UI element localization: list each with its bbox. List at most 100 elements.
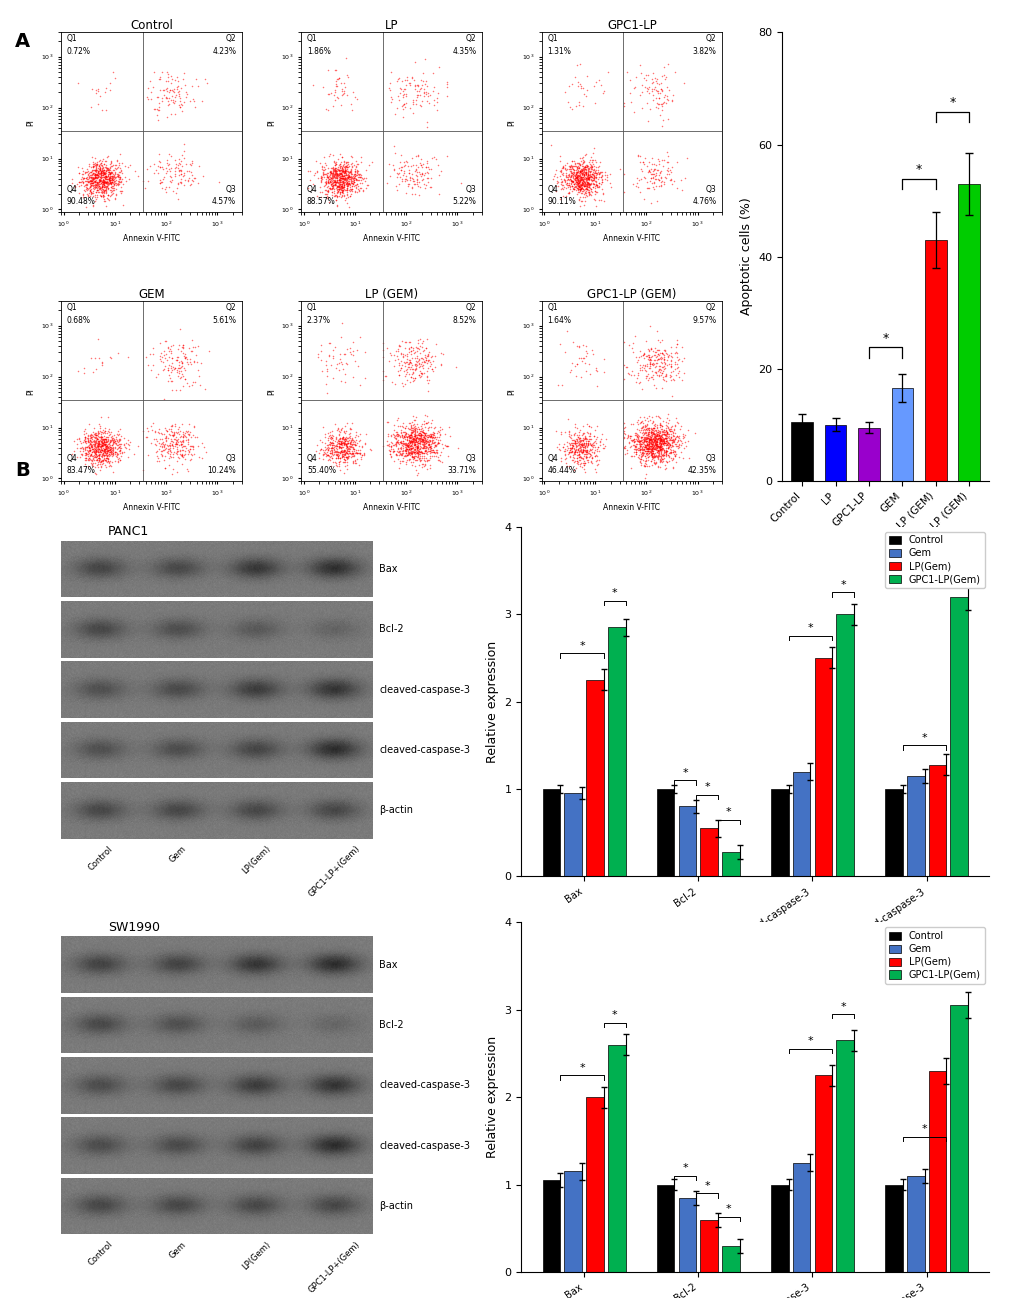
Point [91,439,107,459]
Point [102,169,118,190]
Point [170,448,186,469]
Point [163,145,179,166]
Point [426,424,442,445]
Point [619,427,635,448]
Point [77,437,94,458]
Point [545,169,561,190]
Point [415,435,431,456]
Point [105,431,121,452]
Point [567,164,583,184]
Point [401,352,418,373]
Point [91,432,107,453]
Point [404,447,420,467]
Point [633,443,649,463]
Point [646,426,662,447]
Point [91,170,107,191]
Point [594,166,610,187]
Point [569,158,585,179]
Point [169,436,185,457]
Point [655,57,672,78]
Point [548,160,565,180]
Point [652,79,668,100]
Point [322,426,338,447]
Point [634,345,650,366]
Point [651,170,667,191]
Point [659,435,676,456]
Point [592,432,608,453]
Point [313,439,329,459]
Point [401,432,418,453]
Point [658,434,675,454]
Point [181,439,198,459]
Point [567,167,583,188]
Point [630,419,646,440]
Point [637,439,653,459]
Point [98,445,114,466]
Text: 42.35%: 42.35% [687,466,716,475]
Point [640,440,656,461]
Point [658,427,675,448]
Point [588,427,604,448]
Point [658,422,675,443]
Point [388,428,405,449]
Point [77,418,94,439]
Point [408,171,424,192]
Point [108,434,124,454]
Point [576,437,592,458]
Point [340,445,357,466]
Point [397,360,414,380]
Point [330,170,346,191]
Point [64,173,81,193]
Point [648,417,664,437]
Point [79,186,96,206]
Point [400,353,417,374]
Point [560,432,577,453]
Point [326,173,342,193]
Point [93,426,109,447]
Point [637,356,653,376]
Point [615,421,632,441]
Point [350,426,366,447]
Point [409,424,425,445]
Point [333,147,350,167]
Point [409,347,425,367]
Point [575,434,591,454]
Point [579,164,595,184]
Point [326,90,342,110]
Point [664,430,681,450]
Point [100,440,116,461]
Point [99,432,115,453]
Point [343,167,360,188]
Point [567,167,583,188]
Point [408,427,424,448]
Point [77,167,94,188]
Point [324,169,340,190]
Point [163,431,179,452]
Point [414,435,430,456]
Point [174,447,191,467]
Point [667,426,684,447]
Point [403,430,419,450]
Point [120,439,137,459]
Point [323,174,339,195]
Point [641,436,657,457]
Point [417,432,433,453]
Point [660,436,677,457]
Point [320,187,336,208]
Point [404,437,420,458]
Point [328,182,344,202]
Point [174,431,191,452]
Point [561,169,578,190]
Point [416,422,432,443]
Point [328,195,344,215]
Point [406,435,422,456]
Point [653,66,669,87]
Point [645,345,661,366]
Point [344,331,361,352]
Point [405,340,421,361]
Point [635,439,651,459]
Point [337,156,354,177]
Point [344,434,361,454]
Text: *: * [807,623,812,633]
Point [407,174,423,195]
